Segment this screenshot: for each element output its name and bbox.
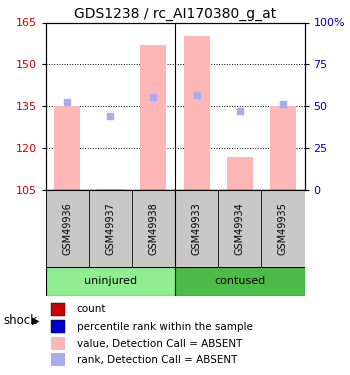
Bar (184, 36, 210, 190)
Text: value, Detection Call = ABSENT: value, Detection Call = ABSENT (77, 339, 242, 349)
Bar (227, 157, 253, 190)
Point (194, 92, 199, 98)
Point (237, 108, 243, 114)
Bar (46, 190, 89, 267)
Text: GSM49933: GSM49933 (191, 202, 202, 255)
Text: count: count (77, 304, 106, 314)
Bar (89, 190, 132, 267)
Bar (261, 190, 304, 267)
Bar (218, 190, 261, 267)
Text: GSM49935: GSM49935 (278, 202, 288, 255)
Text: GSM49938: GSM49938 (148, 202, 159, 255)
Bar (51, 353, 65, 366)
Bar (51, 303, 65, 316)
Bar (270, 106, 296, 190)
Point (150, 94, 156, 100)
Bar (140, 45, 166, 190)
Bar (132, 190, 175, 267)
Text: shock: shock (4, 314, 37, 327)
Bar (97, 189, 123, 190)
Point (107, 113, 113, 119)
Point (64, 99, 70, 105)
Point (280, 100, 286, 106)
Text: uninjured: uninjured (84, 276, 137, 286)
Bar (175, 190, 218, 267)
Text: contused: contused (214, 276, 265, 286)
Bar (51, 320, 65, 333)
Text: ▶: ▶ (32, 316, 39, 326)
Text: GSM49936: GSM49936 (62, 202, 72, 255)
Text: GSM49937: GSM49937 (105, 202, 115, 255)
Text: rank, Detection Call = ABSENT: rank, Detection Call = ABSENT (77, 355, 237, 364)
Title: GDS1238 / rc_AI170380_g_at: GDS1238 / rc_AI170380_g_at (74, 8, 276, 21)
Text: percentile rank within the sample: percentile rank within the sample (77, 321, 252, 332)
Bar (46, 267, 175, 296)
Bar (54, 106, 80, 190)
Bar (51, 338, 65, 350)
Bar (175, 267, 304, 296)
Text: GSM49934: GSM49934 (235, 202, 245, 255)
